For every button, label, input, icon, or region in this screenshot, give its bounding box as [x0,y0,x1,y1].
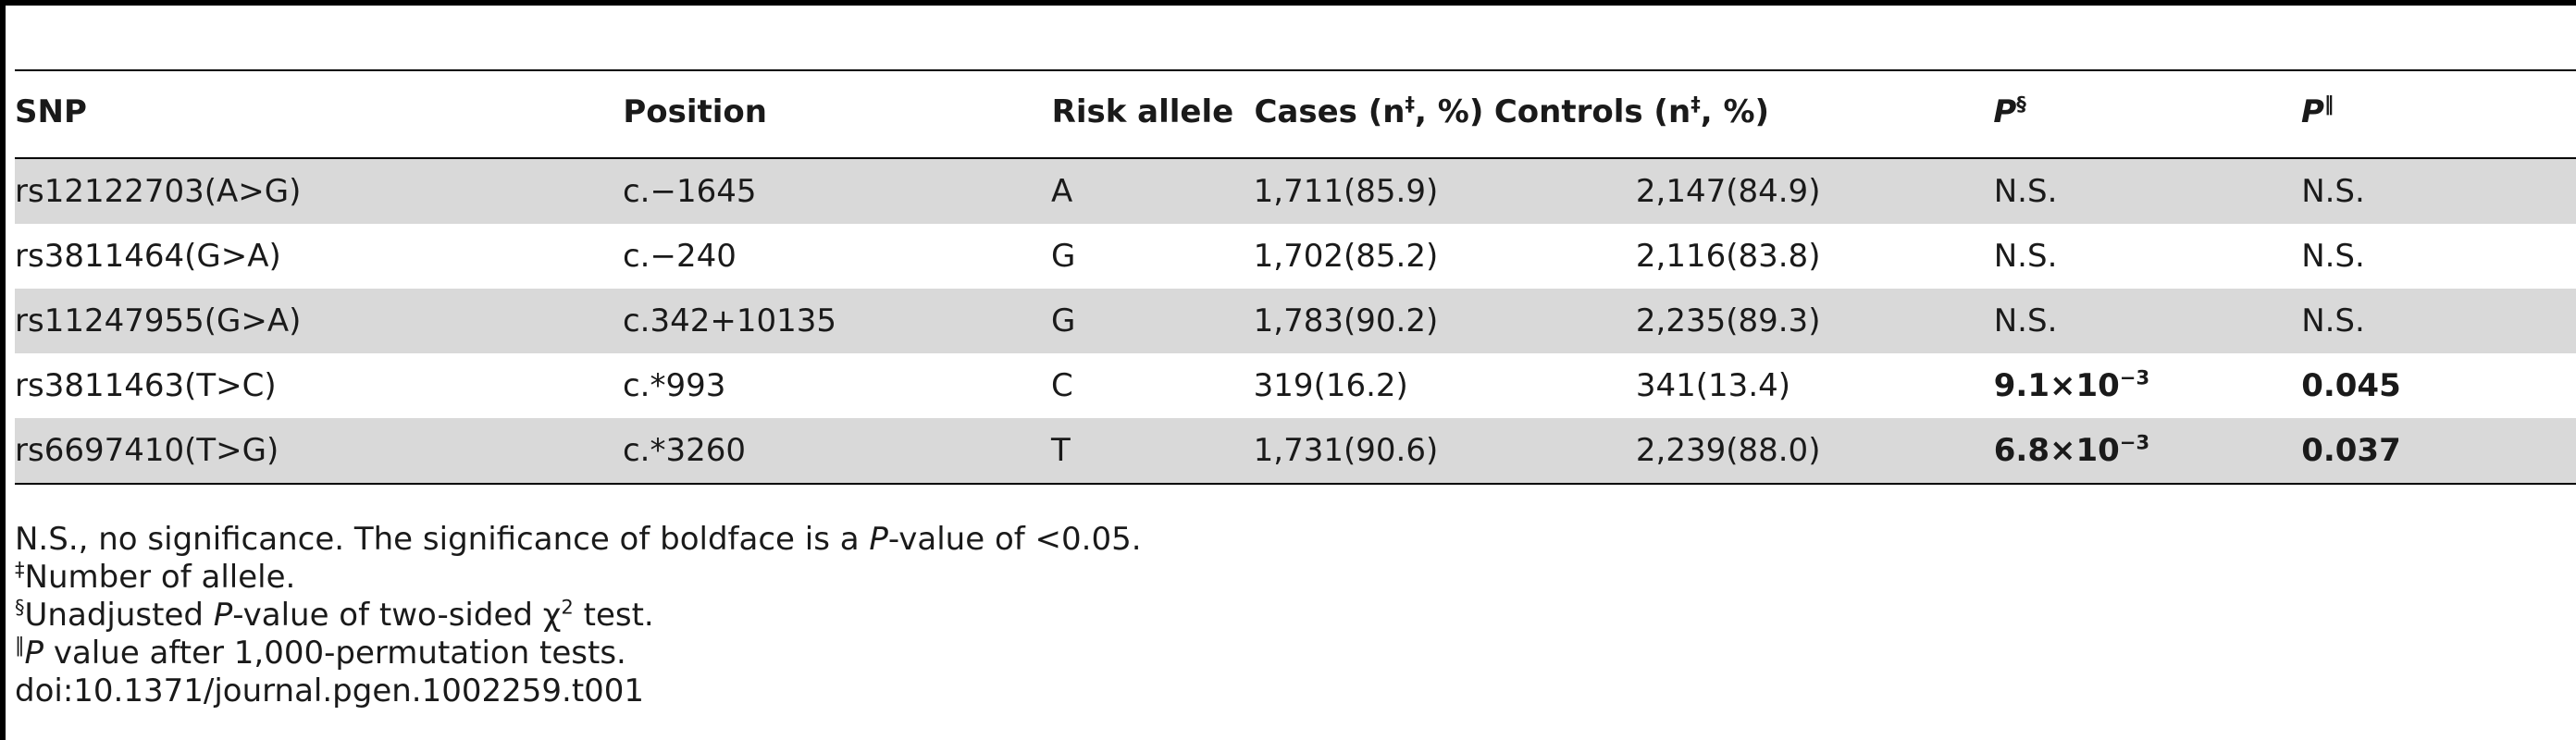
header-risk-allele: Risk allele [1051,93,1234,130]
table-row: rs11247955(G>A) c.342+10135 G 1,783(90.2… [15,289,2576,353]
table-row: rs3811463(T>C) c.*993 C 319(16.2) 341(13… [15,353,2576,418]
header-cases: Cases (n‡, %) [1254,92,1484,130]
cell-p-unadjusted: N.S. [1993,173,2058,210]
snp-table: SNP Position Risk allele Cases (n‡, %) C… [15,69,2576,485]
table-row: rs3811464(G>A) c.−240 G 1,702(85.2) 2,11… [15,224,2576,289]
cell-p-unadjusted: N.S. [1993,238,2058,275]
footnote-doi: doi:10.1371/journal.pgen.1002259.t001 [15,672,645,709]
top-rule [0,0,2576,6]
cell-p-unadjusted: 9.1×10−3 [1993,365,2150,404]
header-p-permutation: P‖ [2301,92,2334,130]
cell-position: c.*993 [622,367,726,404]
cell-controls: 2,235(89.3) [1635,302,1821,339]
cell-p-permutation: N.S. [2301,302,2365,339]
header-bottom-rule [15,157,2576,159]
cell-controls: 2,239(88.0) [1635,432,1821,469]
cell-risk-allele: C [1051,367,1073,404]
cell-cases: 1,731(90.6) [1253,432,1439,469]
footnote-parallel: ‖P value after 1,000-permutation tests. [15,633,626,672]
cell-p-unadjusted: 6.8×10−3 [1993,430,2150,469]
cell-position: c.342+10135 [622,302,837,339]
cell-p-permutation: N.S. [2301,238,2365,275]
cell-snp: rs11247955(G>A) [15,302,302,339]
table-bottom-rule [15,483,2576,485]
header-position: Position [623,93,767,130]
cell-position: c.−1645 [622,173,757,210]
cell-controls: 2,116(83.8) [1635,238,1821,275]
cell-risk-allele: G [1051,238,1076,275]
cell-cases: 319(16.2) [1253,367,1408,404]
cell-controls: 341(13.4) [1635,367,1791,404]
cell-snp: rs6697410(T>G) [15,432,279,469]
table-row: rs6697410(T>G) c.*3260 T 1,731(90.6) 2,2… [15,418,2576,483]
cell-risk-allele: T [1051,432,1071,469]
cell-position: c.−240 [622,238,737,275]
cell-p-unadjusted: N.S. [1993,302,2058,339]
cell-p-permutation: 0.037 [2301,432,2401,469]
cell-snp: rs3811463(T>C) [15,367,277,404]
cell-p-permutation: N.S. [2301,173,2365,210]
cell-cases: 1,702(85.2) [1253,238,1439,275]
cell-risk-allele: A [1051,173,1073,210]
header-top-rule [15,69,2576,71]
footnote-double-dagger: ‡Number of allele. [15,557,296,596]
table-footnotes: N.S., no significance. The significance … [15,521,1142,710]
header-p-unadjusted: P§ [1993,92,2026,130]
cell-snp: rs3811464(G>A) [15,238,281,275]
table-header-row: SNP Position Risk allele Cases (n‡, %) C… [15,71,2576,157]
footnote-significance: N.S., no significance. The significance … [15,521,1142,558]
footnote-section: §Unadjusted P-value of two-sided χ2 test… [15,595,654,634]
table-row: rs12122703(A>G) c.−1645 A 1,711(85.9) 2,… [15,159,2576,224]
cell-risk-allele: G [1051,302,1076,339]
cell-p-permutation: 0.045 [2301,367,2401,404]
cell-cases: 1,711(85.9) [1253,173,1439,210]
cell-snp: rs12122703(A>G) [15,173,302,210]
cell-controls: 2,147(84.9) [1635,173,1821,210]
cell-cases: 1,783(90.2) [1253,302,1439,339]
cell-position: c.*3260 [622,432,746,469]
header-snp: SNP [15,93,87,130]
left-rule [0,0,6,740]
header-controls: Controls (n‡, %) [1493,92,1770,130]
